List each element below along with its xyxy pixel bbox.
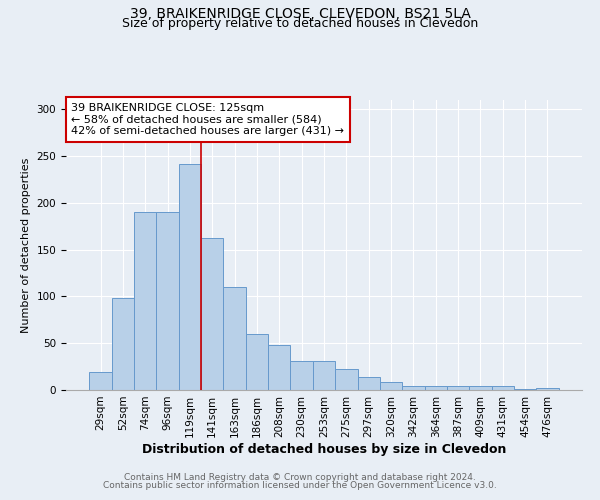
Bar (358, 377, 380, 390)
Bar (268, 345, 290, 390)
Text: Size of property relative to detached houses in Clevedon: Size of property relative to detached ho… (122, 18, 478, 30)
Bar (380, 382, 402, 390)
Bar (447, 386, 469, 390)
Bar (246, 334, 268, 390)
Bar (89, 372, 112, 390)
Bar (201, 238, 223, 390)
Text: 39, BRAIKENRIDGE CLOSE, CLEVEDON, BS21 5LA: 39, BRAIKENRIDGE CLOSE, CLEVEDON, BS21 5… (130, 8, 470, 22)
Bar (179, 164, 201, 390)
Text: Contains public sector information licensed under the Open Government Licence v3: Contains public sector information licen… (103, 482, 497, 490)
Bar (290, 361, 313, 390)
Y-axis label: Number of detached properties: Number of detached properties (21, 158, 31, 332)
Bar (425, 386, 447, 390)
Bar (335, 370, 358, 390)
Bar (223, 287, 246, 390)
Bar (536, 388, 559, 390)
Text: Distribution of detached houses by size in Clevedon: Distribution of detached houses by size … (142, 442, 506, 456)
Bar (157, 212, 179, 390)
Bar (402, 386, 425, 390)
Bar (514, 389, 536, 390)
Bar (491, 386, 514, 390)
Bar (469, 386, 491, 390)
Text: 39 BRAIKENRIDGE CLOSE: 125sqm
← 58% of detached houses are smaller (584)
42% of : 39 BRAIKENRIDGE CLOSE: 125sqm ← 58% of d… (71, 103, 344, 136)
Bar (313, 361, 335, 390)
Bar (134, 212, 157, 390)
Text: Contains HM Land Registry data © Crown copyright and database right 2024.: Contains HM Land Registry data © Crown c… (124, 472, 476, 482)
Bar (112, 298, 134, 390)
